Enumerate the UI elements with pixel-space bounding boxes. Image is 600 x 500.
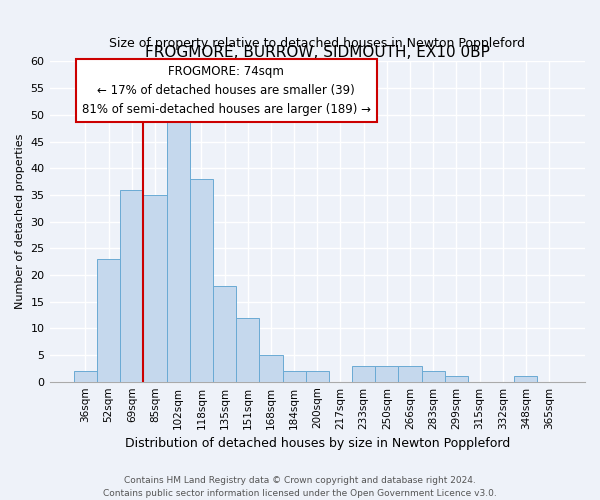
Bar bbox=[375, 366, 398, 382]
Bar bbox=[422, 371, 445, 382]
Bar bbox=[445, 376, 468, 382]
Title: FROGMORE, BURROW, SIDMOUTH, EX10 0BP: FROGMORE, BURROW, SIDMOUTH, EX10 0BP bbox=[145, 46, 490, 60]
Text: Contains HM Land Registry data © Crown copyright and database right 2024.
Contai: Contains HM Land Registry data © Crown c… bbox=[103, 476, 497, 498]
Text: Size of property relative to detached houses in Newton Poppleford: Size of property relative to detached ho… bbox=[109, 38, 525, 51]
Bar bbox=[190, 179, 213, 382]
Bar bbox=[97, 259, 120, 382]
Text: FROGMORE: 74sqm
← 17% of detached houses are smaller (39)
81% of semi-detached h: FROGMORE: 74sqm ← 17% of detached houses… bbox=[82, 65, 371, 116]
Bar bbox=[259, 355, 283, 382]
X-axis label: Distribution of detached houses by size in Newton Poppleford: Distribution of detached houses by size … bbox=[125, 437, 510, 450]
Bar bbox=[398, 366, 422, 382]
Bar bbox=[514, 376, 538, 382]
Bar bbox=[167, 120, 190, 382]
Bar bbox=[283, 371, 305, 382]
Bar bbox=[305, 371, 329, 382]
Bar bbox=[236, 318, 259, 382]
Bar bbox=[213, 286, 236, 382]
Bar bbox=[120, 190, 143, 382]
Bar bbox=[352, 366, 375, 382]
Bar bbox=[143, 195, 167, 382]
Y-axis label: Number of detached properties: Number of detached properties bbox=[15, 134, 25, 310]
Bar bbox=[74, 371, 97, 382]
